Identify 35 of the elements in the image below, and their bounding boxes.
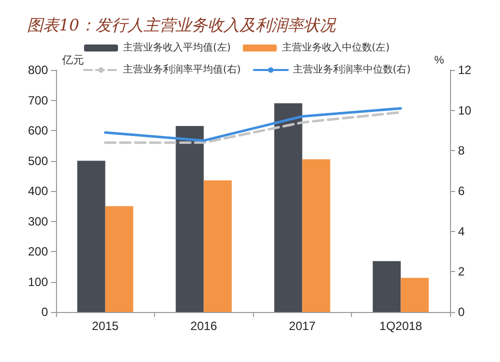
bar: [274, 103, 302, 312]
legend-label: 主营业务利润率中位数(右): [292, 64, 411, 76]
y-axis-title: 亿元: [61, 54, 84, 66]
legend-label: 主营业务利润率平均值(右): [123, 64, 241, 76]
y2-tick-label: 8: [458, 144, 465, 158]
y-tick-label: 400: [28, 184, 48, 198]
y2-tick-label: 4: [458, 224, 465, 238]
y-tick-label: 200: [28, 244, 48, 258]
y-tick-label: 500: [28, 154, 48, 168]
y2-tick-label: 10: [458, 103, 472, 118]
y-tick-label: 600: [28, 124, 48, 138]
x-tick-label: 2017: [288, 319, 316, 333]
legend-label: 主营业务收入中位数(左): [282, 42, 390, 54]
bar: [176, 126, 204, 312]
bar: [77, 160, 106, 312]
chart-title: 图表10：发行人主营业务收入及利润率状况: [27, 16, 336, 34]
y2-tick-label: 12: [458, 63, 472, 77]
x-tick-label: 2015: [92, 319, 119, 333]
y2-tick-label: 0: [458, 305, 465, 319]
x-tick-label: 2016: [190, 319, 218, 333]
bar: [372, 261, 401, 312]
legend-label: 主营业务收入平均值(左): [123, 42, 231, 54]
y-tick-label: 100: [28, 274, 48, 289]
x-tick-label: 1Q2018: [379, 319, 422, 333]
y-tick-label: 0: [41, 305, 48, 319]
y-tick-label: 700: [28, 93, 48, 108]
y2-tick-label: 6: [458, 184, 465, 198]
y2-tick-label: 2: [458, 264, 465, 279]
bar: [302, 159, 330, 312]
y2-axis-title: %: [434, 54, 444, 66]
bar: [105, 206, 134, 312]
y-tick-label: 800: [28, 63, 48, 77]
y-tick-label: 300: [28, 214, 48, 228]
bar: [204, 180, 232, 312]
bar: [400, 278, 429, 312]
